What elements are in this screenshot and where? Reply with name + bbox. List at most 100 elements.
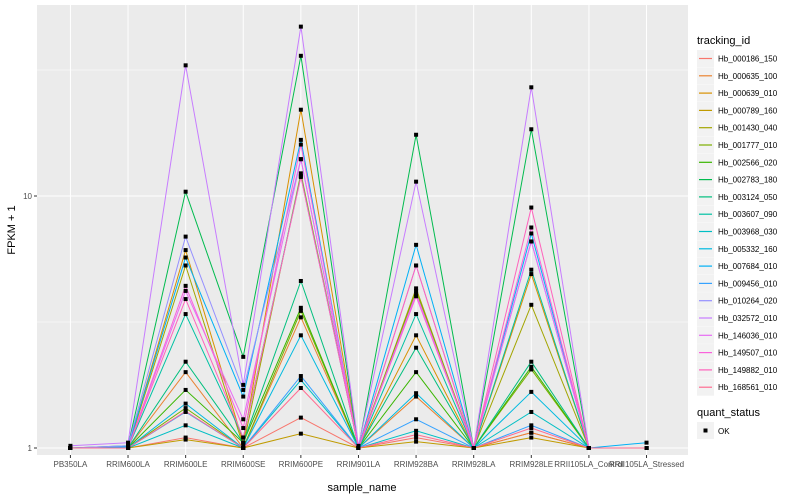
data-point [183,63,188,68]
legend-label: Hb_001777_010 [718,141,778,150]
data-point [126,440,131,445]
data-point [183,248,188,253]
data-point [298,308,303,313]
legend-item: Hb_001777_010 [697,136,778,154]
legend-item: Hb_002783_180 [697,171,778,189]
data-point [414,435,419,440]
data-point [183,359,188,364]
data-point [183,288,188,293]
data-point [68,446,73,450]
legend-label: Hb_000186_150 [718,55,778,64]
legend: tracking_id Hb_000186_150 Hb_000635_100 Hb… [697,35,778,439]
legend-label: Hb_003124_050 [718,193,778,202]
data-point [414,417,419,422]
data-point [298,374,303,379]
legend-label: Hb_000635_100 [718,72,778,81]
data-point [183,297,188,302]
data-point [298,171,303,176]
legend-label: Hb_005332_160 [718,245,778,254]
data-point [298,333,303,338]
x-tick-label: RRIM928LE [510,460,554,469]
data-point [183,189,188,194]
data-point [414,294,419,299]
x-tick-label: RRIM600SE [221,460,265,469]
x-axis-title: sample_name [327,482,396,494]
legend-label: Hb_009456_010 [718,279,778,288]
legend-label: Hb_002783_180 [718,176,778,185]
legend-title: tracking_id [697,35,750,47]
legend-label: Hb_003607_090 [718,210,778,219]
y-tick-label: 10 [23,192,32,201]
legend-label: Hb_001430_040 [718,124,778,133]
data-point [529,435,534,440]
data-point [529,225,534,230]
legend-item: Hb_149882_010 [697,361,778,379]
data-point [414,242,419,247]
data-point [414,333,419,338]
legend-item: Hb_007684_010 [697,257,778,275]
legend-item: Hb_009456_010 [697,274,778,292]
data-point [644,446,649,450]
shape-legend-label: OK [718,427,730,436]
x-tick-label: RRIM600LE [164,460,208,469]
data-point [241,426,246,431]
data-point [529,302,534,307]
data-point [529,409,534,414]
data-point [183,409,188,414]
data-point [529,127,534,132]
data-point [414,432,419,437]
legend-item: Hb_168561_010 [697,378,778,396]
data-point [356,443,361,448]
legend-item: Hb_032572_010 [697,309,778,327]
data-point [529,430,534,435]
data-point [529,85,534,90]
legend-item: Hb_149507_010 [697,344,778,362]
data-point [298,431,303,436]
data-point [298,415,303,420]
x-tick-label: RRIM901LA [337,460,381,469]
x-tick-label: RRII105LA_Control [554,460,624,469]
data-point [183,437,188,442]
data-point [241,443,246,448]
data-point [241,417,246,422]
data-point [414,428,419,433]
data-point [241,435,246,440]
data-point [183,435,188,440]
data-point [471,446,476,450]
legend-label: Hb_007684_010 [718,262,778,271]
legend-item: Hb_003968_030 [697,223,778,240]
data-point [298,137,303,142]
data-point [183,255,188,260]
square-point-icon [703,428,708,433]
legend-label: Hb_000639_010 [718,89,778,98]
data-point [529,267,534,272]
data-point [241,440,246,445]
legend-item: Hb_002566_020 [697,153,778,171]
y-axis: 1 10 [23,192,37,453]
legend-label: Hb_000789_160 [718,106,778,115]
data-point [126,446,131,450]
data-point [414,345,419,350]
data-point [183,423,188,428]
legend-item: Hb_000635_100 [697,67,778,85]
data-point [183,387,188,392]
data-point [414,370,419,375]
data-point [414,132,419,137]
data-point [529,359,534,364]
plot-panel [37,5,688,455]
data-point [298,305,303,310]
data-point [183,234,188,239]
data-point [183,283,188,288]
gridlines [37,5,688,455]
legend-item: Hb_000186_150 [697,50,778,67]
x-tick-label: PB350LA [54,460,88,469]
data-point [529,205,534,210]
data-point [241,394,246,399]
data-point [183,401,188,406]
data-point [414,179,419,184]
legend-label: Hb_149507_010 [718,349,778,358]
data-point [414,291,419,296]
data-point [298,174,303,179]
data-point [414,312,419,317]
legend-label: Hb_032572_010 [718,314,778,323]
